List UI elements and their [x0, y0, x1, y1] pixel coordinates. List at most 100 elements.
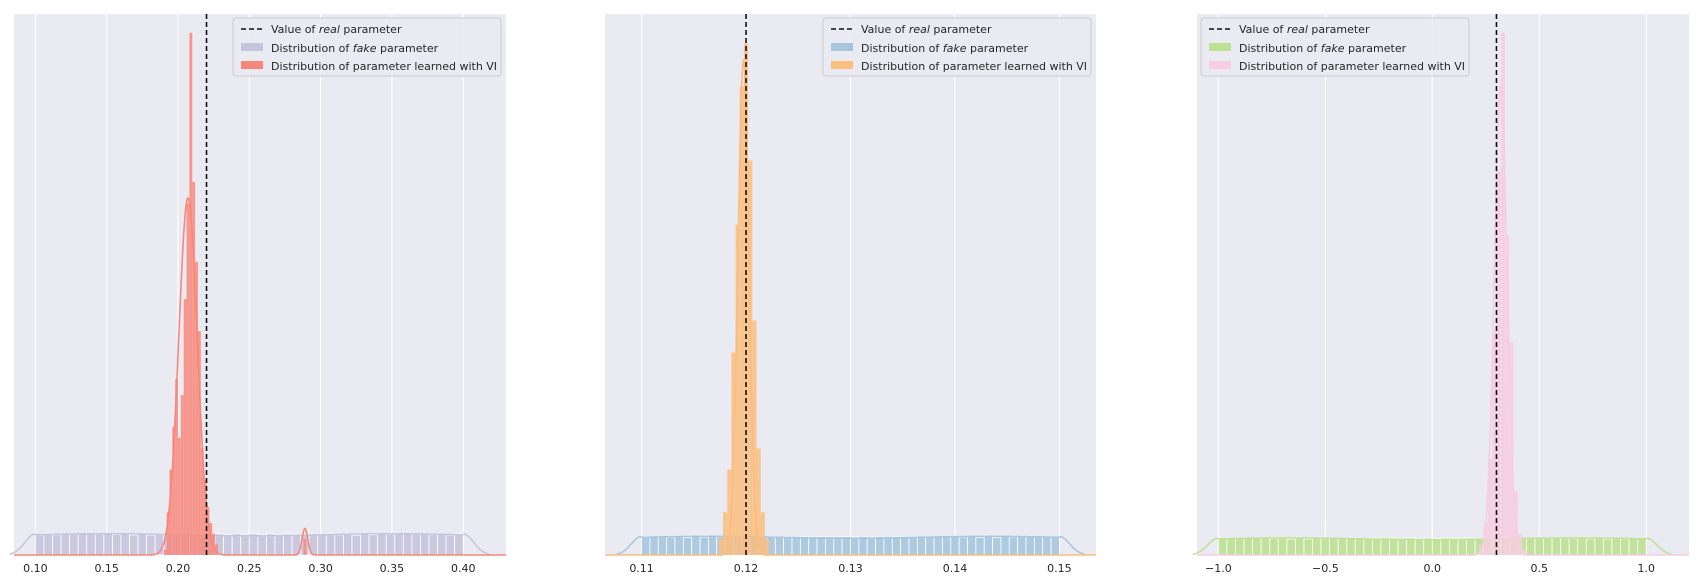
learned-bar — [723, 512, 728, 555]
fake-bar — [1025, 536, 1035, 556]
fake-bar — [666, 537, 676, 556]
fake-bar — [343, 533, 353, 556]
fake-bar — [129, 534, 139, 556]
fake-bar — [317, 534, 327, 556]
fake-bar — [858, 536, 868, 556]
fake-bar — [641, 536, 651, 556]
fake-bar — [120, 533, 130, 556]
learned-bar — [169, 469, 173, 555]
subplot-1: 0.10 0.15 0.20 0.25 0.30 0.35 0.40 Value of rea… — [9, 14, 506, 575]
learned-kde-line — [14, 196, 506, 556]
learned-bar — [1483, 523, 1488, 555]
learned-bar — [1496, 171, 1501, 555]
fake-bar — [1526, 538, 1536, 556]
fake-bar — [274, 534, 284, 556]
fake-bar — [1050, 536, 1060, 556]
fake-bar — [240, 534, 250, 556]
learned-bar — [764, 539, 770, 555]
x-tick-label: 0.10 — [23, 562, 48, 575]
fake-bar — [1337, 538, 1348, 556]
fake-bar — [69, 534, 79, 556]
learned-bar — [183, 299, 187, 555]
fake-kde-line — [1192, 537, 1673, 556]
learned-bar — [195, 261, 198, 555]
x-tick-label: 0.20 — [166, 562, 191, 575]
fake-bar — [1354, 537, 1365, 556]
x-tick-label: 0.40 — [451, 562, 476, 575]
learned-bar — [727, 469, 732, 555]
fake-bar — [1260, 537, 1271, 556]
learned-bar — [735, 224, 740, 555]
fake-bar — [1406, 537, 1416, 556]
fake-bar — [841, 536, 851, 556]
x-tick-label: 0.14 — [943, 562, 968, 575]
fake-bar — [1286, 538, 1296, 556]
fake-bar — [900, 536, 910, 556]
fake-bar — [1320, 538, 1331, 556]
fake-bar — [1457, 538, 1467, 556]
fake-bar — [428, 534, 438, 556]
fake-bar — [682, 537, 693, 556]
fake-bar — [137, 533, 148, 556]
learned-bar — [197, 331, 201, 555]
fake-bar — [86, 533, 96, 556]
fake-bar — [916, 536, 927, 556]
learned-bar — [1522, 549, 1527, 555]
fake-bar — [231, 533, 242, 556]
fake-bar — [394, 533, 404, 556]
learned-bar — [743, 43, 749, 556]
learned-bar — [212, 533, 216, 555]
fake-bar — [1577, 537, 1587, 556]
learned-bar — [718, 539, 724, 555]
fake-bar — [1466, 537, 1476, 556]
fake-bar — [334, 534, 344, 556]
learned-bar — [1517, 533, 1523, 555]
legend-fake-swatch — [831, 43, 853, 51]
fake-bar — [933, 536, 943, 556]
legend-learned-swatch — [831, 61, 853, 69]
legend-box — [822, 17, 1092, 77]
learned-bar — [192, 181, 196, 555]
fake-bar — [1397, 538, 1408, 556]
learned-bar — [1505, 235, 1510, 556]
fake-bar — [402, 533, 413, 556]
x-tick-label: 0.13 — [838, 562, 863, 575]
fake-bar — [1346, 537, 1356, 556]
fake-bar — [1235, 537, 1245, 556]
learned-bar — [756, 448, 761, 555]
fake-bar — [1637, 538, 1647, 556]
x-tick-label: 1.0 — [1637, 562, 1655, 575]
learned-bar — [175, 379, 178, 555]
x-tick-label: 0.15 — [1047, 562, 1072, 575]
fake-bar — [248, 533, 259, 556]
fake-bar — [825, 536, 835, 556]
fake-bar — [925, 536, 935, 556]
fake-bar — [1217, 537, 1228, 556]
fake-bar — [351, 534, 361, 556]
fake-bar — [1252, 538, 1262, 556]
fake-bar — [1620, 538, 1630, 556]
fake-bar — [992, 537, 1002, 556]
fake-bar — [1008, 536, 1019, 556]
fake-bar — [875, 535, 885, 556]
fake-kde-line — [616, 535, 1085, 555]
learned-bar — [206, 507, 210, 555]
fake-bar — [1226, 538, 1236, 556]
fake-bar — [1329, 537, 1339, 556]
fake-bar — [1017, 536, 1027, 556]
fake-bar — [34, 534, 45, 556]
learned-bar — [166, 512, 170, 555]
fake-bar — [1560, 537, 1570, 556]
fake-bar — [1603, 538, 1613, 556]
subplot-2: 0.11 0.12 0.13 0.14 0.15 Value of real parame… — [605, 14, 1096, 575]
fake-bar — [360, 533, 370, 556]
legend-box — [1200, 17, 1470, 77]
fake-bar — [1594, 537, 1604, 556]
x-tick-label: 0.30 — [308, 562, 333, 575]
fake-bar — [791, 537, 801, 556]
fake-bar — [691, 535, 701, 556]
x-tick-label: −0.5 — [1312, 562, 1339, 575]
fake-bar — [1312, 537, 1322, 556]
fake-bar — [1543, 538, 1553, 556]
legend: Value of real parameter Distribution of f… — [1200, 17, 1470, 77]
